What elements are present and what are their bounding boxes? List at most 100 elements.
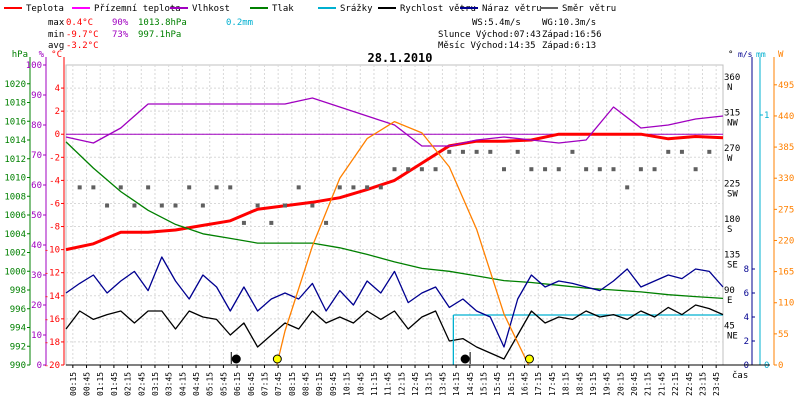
tick-label-temp: -18: [44, 338, 60, 348]
axis-unit-temp: °C: [51, 50, 62, 60]
axis-unit-pct: %: [39, 50, 45, 60]
wind-direction-point: [693, 167, 698, 172]
wind-direction-point: [378, 185, 383, 190]
x-tick-label: 23:45: [712, 372, 721, 396]
x-tick-label: 09:45: [329, 372, 338, 396]
info-moon-set: Západ:6:13: [542, 41, 596, 51]
x-tick-label: 17:15: [534, 372, 543, 396]
wind-direction-point: [296, 185, 301, 190]
tick-label-hpa: 992: [10, 342, 26, 352]
x-tick-label: 11:15: [370, 372, 379, 396]
tick-label-w: 330: [778, 174, 794, 184]
x-tick-label: 04:15: [178, 372, 187, 396]
legend-label: Teplota: [26, 4, 64, 14]
x-tick-label: 03:15: [151, 372, 160, 396]
tick-label-temp: 2: [55, 107, 60, 117]
series-line: [65, 141, 724, 300]
legend-label: Vlhkost: [192, 4, 230, 14]
tick-label-hpa: 1002: [4, 249, 26, 259]
tick-label-temp: -8: [49, 223, 60, 233]
tick-label-dir: 315: [724, 108, 740, 118]
x-tick-label: 05:15: [206, 372, 215, 396]
stats-min-hum: 73%: [112, 30, 129, 40]
moon-set-marker: [231, 354, 241, 364]
series-line: [65, 132, 724, 252]
stats-max-press: 1013.8hPa: [138, 18, 187, 28]
tick-label-dir-name: NE: [727, 331, 738, 341]
tick-label-temp: -6: [49, 199, 60, 209]
info-sun: Slunce Východ:07:43: [438, 30, 541, 40]
wind-direction-point: [283, 203, 287, 208]
tick-label-hpa: 1010: [4, 174, 26, 184]
tick-label-hpa: 1000: [4, 267, 26, 277]
x-tick-label: 14:45: [466, 372, 475, 396]
wind-direction-point: [351, 185, 356, 190]
stats-max-rain: 0.2mm: [226, 18, 253, 28]
wind-direction-point: [269, 220, 274, 225]
wind-direction-point: [406, 167, 411, 172]
x-tick-label: 22:15: [671, 372, 680, 396]
tick-label-dir-name: S: [727, 225, 732, 235]
x-tick-label: 19:45: [603, 372, 612, 396]
wind-direction-point: [584, 167, 589, 172]
tick-label-dir-name: W: [727, 154, 733, 164]
wind-direction-point: [488, 149, 493, 154]
legend: Teplota Přízemní teplota Vlhkost Tlak Srážky…: [4, 4, 616, 14]
x-tick-label: 23:15: [698, 372, 707, 396]
axis-unit-hpa: hPa: [12, 50, 28, 60]
tick-label-hpa: 1004: [4, 230, 26, 240]
x-tick-label: 12:15: [397, 372, 406, 396]
tick-label-dir: 45: [724, 321, 735, 331]
tick-label-hpa: 1014: [4, 136, 26, 146]
axis-unit-ms: m/s: [738, 50, 753, 59]
tick-label-dir: 180: [724, 215, 740, 225]
tick-label-temp: -2: [49, 153, 60, 163]
wind-direction-point: [173, 203, 178, 208]
wind-direction-point: [666, 149, 671, 154]
stats-min-press: 997.1hPa: [138, 30, 181, 40]
tick-label-hpa: 1016: [4, 117, 26, 127]
x-tick-label: 01:45: [110, 372, 119, 396]
wind-direction-point: [515, 149, 520, 154]
tick-label-dir-name: SE: [727, 260, 738, 270]
tick-label-ms: 0: [744, 361, 749, 371]
series: [65, 97, 724, 366]
tick-label-dir: 135: [724, 250, 740, 260]
markers: [230, 352, 534, 364]
tick-label-hpa: 1008: [4, 192, 26, 202]
tick-label-hpa: 996: [10, 305, 26, 315]
x-tick-label: 21:45: [657, 372, 666, 396]
stats-panel: max 0.4°C 90% 1013.8hPa 0.2mm min -9.7°C…: [48, 18, 602, 51]
x-tick-label: 16:15: [507, 372, 516, 396]
tick-label-pct: 0: [37, 361, 42, 371]
tick-label-pct: 100: [26, 61, 42, 71]
x-tick-label: 13:45: [438, 372, 447, 396]
tick-label-hpa: 1020: [4, 80, 26, 90]
wind-direction-point: [433, 167, 438, 172]
legend-label: Přízemní teplota: [94, 4, 181, 14]
tick-label-dir: 90: [724, 286, 735, 296]
x-tick-label: 19:15: [589, 372, 598, 396]
tick-label-dir: 270: [724, 144, 740, 154]
tick-label-hpa: 994: [10, 324, 26, 334]
tick-label-pct: 40: [31, 241, 42, 251]
wind-direction-point: [91, 185, 96, 190]
moon-rise-marker: [460, 354, 470, 364]
tick-label-w: 0: [778, 361, 783, 371]
stats-max-label: max: [48, 18, 65, 28]
x-tick-label: 12:45: [411, 372, 420, 396]
x-tick-label: 01:15: [96, 372, 105, 396]
x-tick-label: 21:15: [644, 372, 653, 396]
wind-direction-point: [132, 203, 137, 208]
tick-label-temp: -20: [44, 361, 60, 371]
x-tick-label: 08:15: [288, 372, 297, 396]
tick-label-pct: 70: [31, 151, 42, 161]
x-tick-label: 22:45: [685, 372, 694, 396]
tick-label-ms: 6: [744, 289, 749, 299]
wind-direction-point: [556, 167, 561, 172]
series-line: [276, 120, 530, 366]
tick-label-temp: -14: [44, 292, 60, 302]
wind-direction-point: [159, 203, 164, 208]
wind-direction-point: [392, 167, 397, 172]
